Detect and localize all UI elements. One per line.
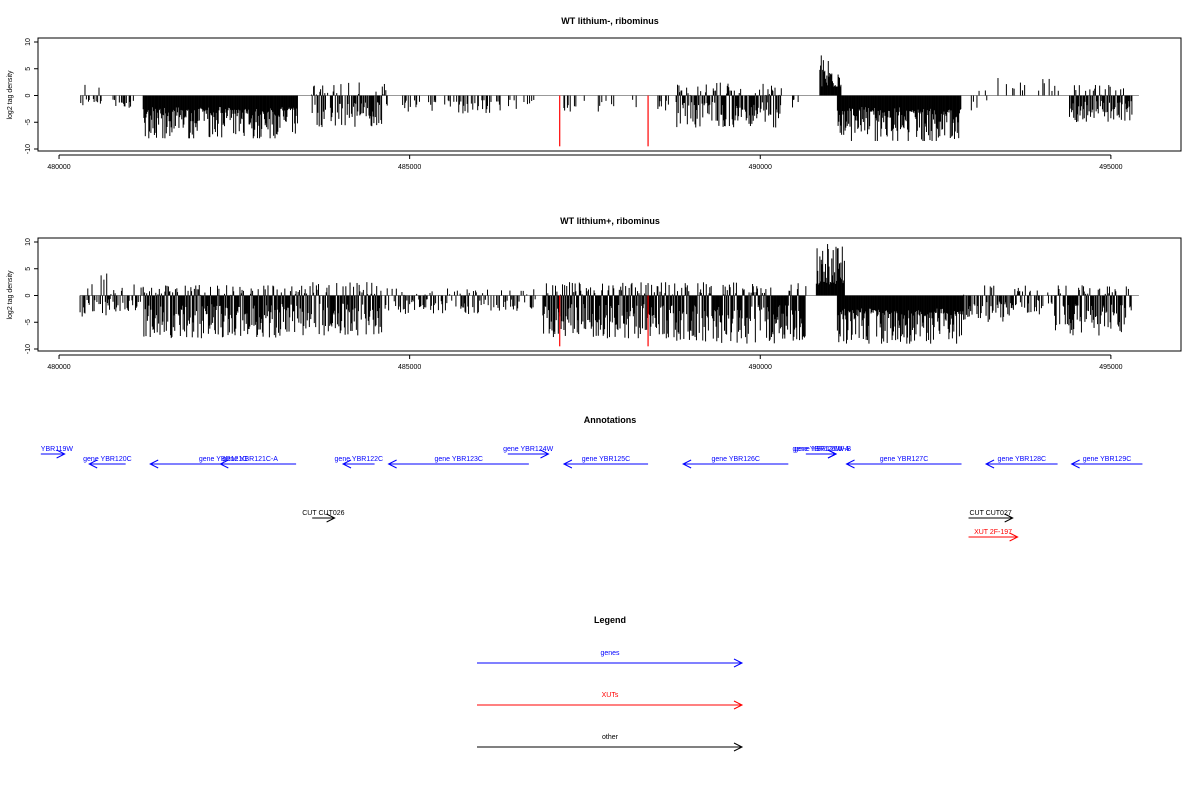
y-tick-label: 0 [25,293,32,297]
x-tick-label: 485000 [398,164,421,171]
feature-label: gene YBR121C-A [222,456,278,463]
feature-xut-2f-197: XUT 2F-197 [968,529,1019,542]
legend-title: Legend [594,615,626,625]
x-tick-label: 495000 [1099,164,1122,171]
arrow-right-icon [540,449,550,459]
arrow-right-icon [733,742,744,752]
feature-label: CUT CUT026 [302,510,344,517]
y-tick-label: -10 [25,344,32,354]
feature-gene-ybr126w-b: gene YBR126W-B [794,446,851,459]
feature-gene-ybr129c: gene YBR129C [1070,456,1143,469]
annotations-title: Annotations [584,415,637,425]
y-tick-label: 0 [25,93,32,97]
density-bars [79,244,1132,344]
feature-cut-cut026: CUT CUT026 [302,510,345,523]
panel-lithium-minus: WT lithium-, ribominus log2 tag density … [7,16,1182,171]
legend: Legend genes XUTs other [477,615,744,752]
y-tick-label: -5 [25,319,32,325]
feature-gene-ybr128c: gene YBR128C [984,456,1058,469]
legend-item-genes: genes [477,650,744,668]
arrow-left-icon [149,459,159,469]
feature-gene-ybr124w: gene YBR124W [503,446,554,459]
legend-label: genes [600,650,620,657]
highlight-bars [559,95,649,147]
arrow-left-icon [682,459,692,469]
y-tick-label: 10 [25,38,32,46]
arrow-right-icon [56,449,66,459]
plot-frame [37,37,1182,152]
legend-label: XUTs [602,692,619,699]
x-tick-label: 490000 [749,364,772,371]
arrow-right-icon [827,449,838,459]
arrow-left-icon [88,459,98,469]
feature-label: gene YBR126W-B [794,446,851,453]
arrow-left-icon [562,459,573,469]
arrow-left-icon [984,459,995,469]
x-ticks: 480000 485000 490000 495000 [47,354,1123,371]
feature-label: gene YBR124W [503,446,553,453]
y-axis-label: log2 tag density [7,270,14,320]
arrow-right-icon [733,700,744,710]
feature-label: gene YBR120C [83,456,132,463]
feature-label: gene YBR127C [880,456,929,463]
arrow-right-icon [1009,532,1019,542]
arrow-left-icon [1070,459,1080,469]
y-tick-label: 10 [25,238,32,246]
arrow-left-icon [341,459,352,469]
panel-title: WT lithium+, ribominus [560,216,660,226]
feature-label: gene YBR122C [335,456,384,463]
x-tick-label: 480000 [47,164,70,171]
x-tick-label: 485000 [398,364,421,371]
y-tick-label: 5 [25,267,32,271]
feature-label: gene YBR128C [998,456,1047,463]
feature-gene-ybr120c: gene YBR120C [83,456,132,469]
feature-cut-cut027: CUT CUT027 [968,510,1014,523]
density-bars [80,55,1133,141]
legend-items: genes XUTs other [477,650,744,752]
feature-label: gene YBR121C [199,456,248,463]
feature-ybr119w: YBR119W [40,446,74,459]
arrow-right-icon [733,658,744,668]
feature-label: XUT 2F-197 [974,529,1012,536]
x-tick-label: 490000 [749,164,772,171]
feature-label: gene YBR123C [434,456,483,463]
y-ticks: -10 -5 0 5 10 [25,238,38,354]
feature-label: gene YBR129C [1083,456,1132,463]
feature-label: CUT CUT027 [969,510,1011,517]
feature-label: gene YBR126C [711,456,760,463]
feature-label: gene YBR126W-A [792,446,849,453]
y-tick-label: -5 [25,119,32,125]
highlight-bars [559,295,649,347]
legend-item-xuts: XUTs [477,692,744,710]
feature-label: YBR119W [41,446,74,453]
legend-item-other: other [477,734,744,752]
feature-gene-ybr127c: gene YBR127C [845,456,962,469]
arrow-left-icon [387,459,397,469]
feature-gene-ybr121c-a: gene YBR121C-A [219,456,297,469]
legend-label: other [602,734,619,741]
y-tick-label: -10 [25,144,32,154]
panel-lithium-plus: WT lithium+, ribominus log2 tag density … [7,216,1182,371]
arrow-right-icon [1004,513,1014,523]
x-ticks: 480000 485000 490000 495000 [47,154,1123,171]
feature-label: gene YBR125C [582,456,631,463]
plot-frame [37,237,1182,352]
arrow-left-icon [219,459,229,469]
feature-gene-ybr123c: gene YBR123C [387,456,529,469]
arrow-left-icon [845,459,855,469]
x-tick-label: 480000 [47,364,70,371]
feature-gene-ybr126c: gene YBR126C [682,456,789,469]
x-tick-label: 495000 [1099,364,1122,371]
feature-gene-ybr125c: gene YBR125C [562,456,649,469]
feature-gene-ybr122c: gene YBR122C [335,456,384,469]
annotations-track: Annotations YBR119W gene YBR120C gene YBR1… [40,415,1143,542]
y-ticks: -10 -5 0 5 10 [25,38,38,154]
panel-title: WT lithium-, ribominus [561,16,659,26]
arrow-right-icon [326,513,336,523]
y-tick-label: 5 [25,67,32,71]
y-axis-label: log2 tag density [7,70,14,120]
